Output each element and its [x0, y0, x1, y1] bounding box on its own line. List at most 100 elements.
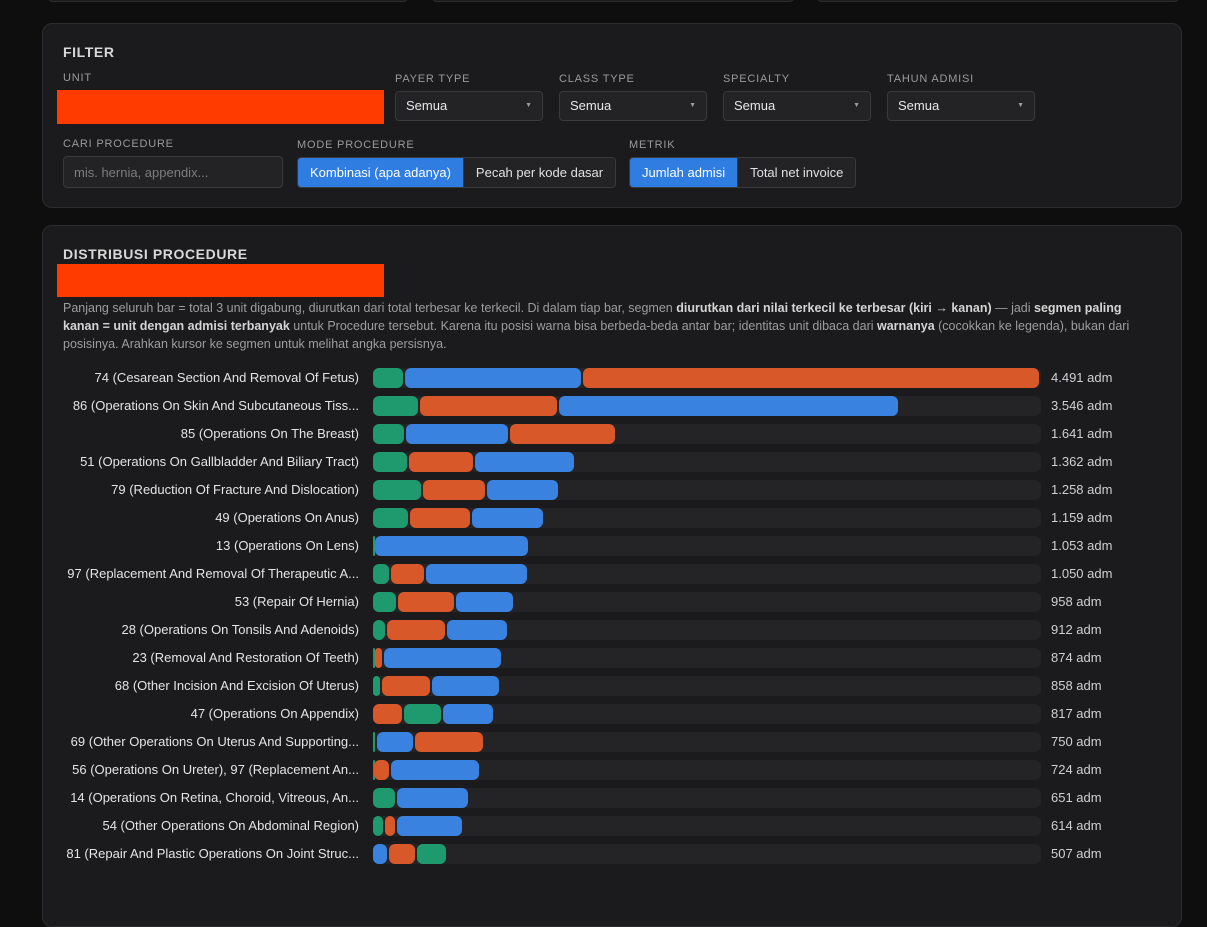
bar-segment-blue[interactable] — [487, 480, 559, 500]
bar-segment-orange[interactable] — [423, 480, 486, 500]
bar-segment-orange[interactable] — [409, 508, 471, 528]
metrik-total-net-invoice-button[interactable]: Total net invoice — [737, 158, 856, 187]
search-procedure-input[interactable] — [63, 156, 283, 188]
chart-row: 68 (Other Incision And Excision Of Uteru… — [43, 676, 1181, 696]
bar-segment-green[interactable] — [373, 508, 408, 528]
bar-segment-green[interactable] — [373, 480, 422, 500]
tahun-admisi-value: Semua — [898, 98, 940, 113]
category-label: 14 (Operations On Retina, Choroid, Vitre… — [70, 790, 359, 805]
bar-segment-green[interactable] — [373, 368, 403, 388]
chart-row: 54 (Other Operations On Abdominal Region… — [43, 816, 1181, 836]
bar-segment-orange[interactable] — [374, 760, 390, 780]
bar-segment-orange[interactable] — [509, 424, 616, 444]
total-value-label: 817 adm — [1051, 706, 1102, 721]
chart-row: 79 (Reduction Of Fracture And Dislocatio… — [43, 480, 1181, 500]
bar-track — [373, 788, 1041, 808]
category-label: 79 (Reduction Of Fracture And Dislocatio… — [111, 482, 359, 497]
class-type-select[interactable]: Semua ▼ — [559, 91, 707, 121]
bar-segment-green[interactable] — [373, 732, 376, 752]
bar-segment-green[interactable] — [373, 648, 375, 668]
category-label: 97 (Replacement And Removal Of Therapeut… — [67, 566, 359, 581]
chart-row: 28 (Operations On Tonsils And Adenoids) 9… — [43, 620, 1181, 640]
category-label: 85 (Operations On The Breast) — [180, 426, 359, 441]
bar-segment-blue[interactable] — [432, 676, 499, 696]
payer-type-label: PAYER TYPE — [395, 73, 471, 85]
top-card-1 — [47, 0, 409, 2]
metrik-jumlah-admisi-button[interactable]: Jumlah admisi — [630, 158, 738, 187]
bar-segment-blue[interactable] — [391, 760, 479, 780]
specialty-select[interactable]: Semua ▼ — [723, 91, 871, 121]
mode-kombinasi-button[interactable]: Kombinasi (apa adanya) — [298, 158, 463, 187]
metrik-toggle: Jumlah admisi Total net invoice — [629, 157, 857, 188]
bar-segment-green[interactable] — [373, 396, 418, 416]
bar-segment-orange[interactable] — [374, 648, 382, 668]
category-label: 74 (Cesarean Section And Removal Of Fetu… — [94, 370, 359, 385]
bar-segment-green[interactable] — [373, 564, 390, 584]
filter-panel: FILTER UNIT PAYER TYPE Semua ▼ CLASS TYP… — [42, 23, 1182, 208]
bar-segment-blue[interactable] — [455, 592, 514, 612]
total-value-label: 1.641 adm — [1051, 426, 1113, 441]
search-procedure-label: CARI PROCEDURE — [63, 138, 174, 150]
specialty-label: SPECIALTY — [723, 73, 790, 85]
bar-segment-green[interactable] — [417, 844, 447, 864]
bar-segment-orange[interactable] — [398, 592, 454, 612]
bar-segment-green[interactable] — [373, 788, 395, 808]
bar-segment-orange[interactable] — [415, 732, 483, 752]
bar-track — [373, 480, 1041, 500]
bar-track — [373, 760, 1041, 780]
bar-segment-orange[interactable] — [381, 676, 431, 696]
bar-segment-orange[interactable] — [373, 704, 402, 724]
bar-segment-blue[interactable] — [406, 424, 508, 444]
unit-select-redacted[interactable] — [57, 90, 384, 124]
bar-segment-green[interactable] — [373, 620, 385, 640]
bar-segment-green[interactable] — [373, 676, 380, 696]
category-label: 53 (Repair Of Hernia) — [234, 594, 359, 609]
total-value-label: 651 adm — [1051, 790, 1102, 805]
bar-segment-blue[interactable] — [377, 732, 414, 752]
total-value-label: 724 adm — [1051, 762, 1102, 777]
bar-segment-blue[interactable] — [559, 396, 899, 416]
bar-segment-blue[interactable] — [373, 844, 388, 864]
total-value-label: 1.258 adm — [1051, 482, 1113, 497]
bar-segment-green[interactable] — [373, 452, 408, 472]
bar-segment-blue[interactable] — [396, 788, 468, 808]
payer-type-select[interactable]: Semua ▼ — [395, 91, 543, 121]
total-value-label: 4.491 adm — [1051, 370, 1113, 385]
total-value-label: 1.053 adm — [1051, 538, 1113, 553]
bar-segment-green[interactable] — [373, 536, 375, 556]
bar-segment-orange[interactable] — [419, 396, 558, 416]
bar-segment-blue[interactable] — [425, 564, 528, 584]
total-value-label: 750 adm — [1051, 734, 1102, 749]
bar-segment-blue[interactable] — [396, 816, 463, 836]
bar-segment-green[interactable] — [373, 424, 405, 444]
bar-segment-green[interactable] — [373, 760, 375, 780]
bar-segment-blue[interactable] — [472, 508, 544, 528]
bar-segment-green[interactable] — [373, 592, 397, 612]
bar-track — [373, 648, 1041, 668]
category-label: 86 (Operations On Skin And Subcutaneous … — [72, 398, 359, 413]
category-label: 68 (Other Incision And Excision Of Uteru… — [114, 678, 359, 693]
bar-segment-blue[interactable] — [446, 620, 507, 640]
tahun-admisi-select[interactable]: Semua ▼ — [887, 91, 1035, 121]
bar-segment-blue[interactable] — [383, 648, 501, 668]
category-label: 23 (Removal And Restoration Of Teeth) — [132, 650, 359, 665]
bar-segment-blue[interactable] — [442, 704, 493, 724]
bar-segment-orange[interactable] — [389, 844, 416, 864]
bar-segment-orange[interactable] — [409, 452, 474, 472]
bar-segment-orange[interactable] — [583, 368, 1039, 388]
payer-type-value: Semua — [406, 98, 448, 113]
desc-bold: segmen paling kanan = unit dengan admisi… — [63, 301, 1122, 333]
bar-segment-blue[interactable] — [404, 368, 581, 388]
bar-segment-orange[interactable] — [391, 564, 424, 584]
bar-segment-green[interactable] — [373, 816, 383, 836]
category-label: 47 (Operations On Appendix) — [190, 706, 359, 721]
bar-segment-orange[interactable] — [384, 816, 395, 836]
bar-track — [373, 424, 1041, 444]
bar-segment-blue[interactable] — [375, 536, 528, 556]
bar-segment-blue[interactable] — [475, 452, 574, 472]
bar-segment-orange[interactable] — [386, 620, 445, 640]
bar-segment-green[interactable] — [403, 704, 441, 724]
mode-pecah-button[interactable]: Pecah per kode dasar — [462, 158, 616, 187]
total-value-label: 1.050 adm — [1051, 566, 1113, 581]
bar-track — [373, 704, 1041, 724]
